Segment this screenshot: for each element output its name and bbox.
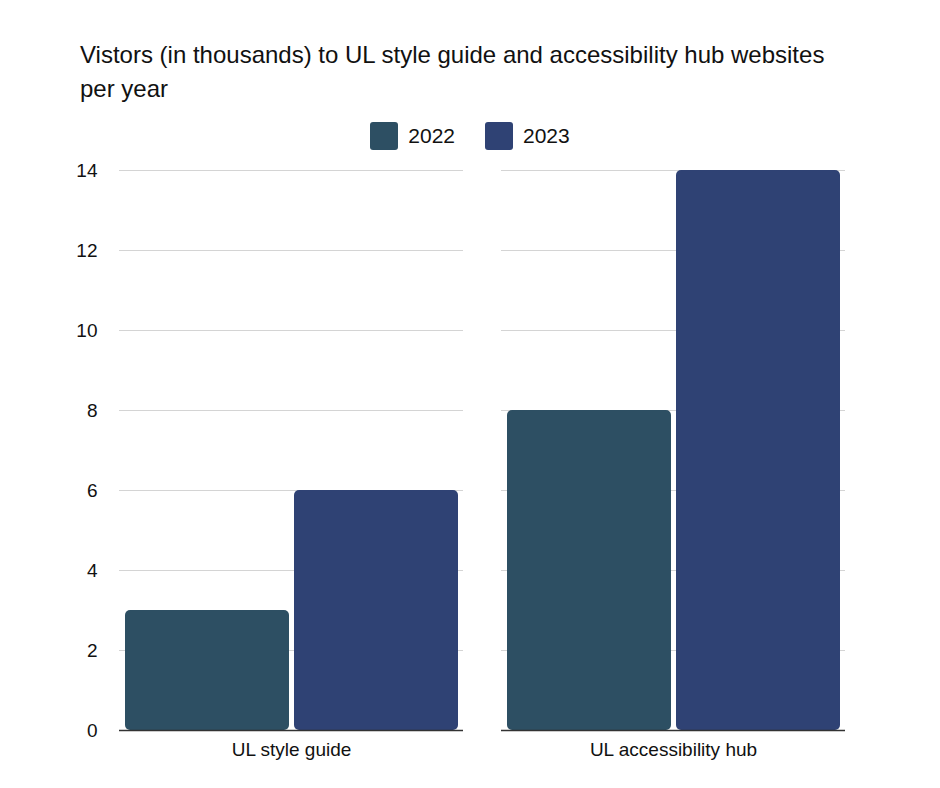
- html-text:Vistors (in thousands) to UL s: Vistors (in thousands) to UL style guide…: [80, 41, 825, 102]
- html-text:2022: 2022: [408, 124, 455, 147]
- svg-text:UL style guide: UL style guide: [232, 739, 352, 760]
- svg-text:12: 12: [76, 240, 97, 261]
- html-text:2023: 2023: [523, 124, 570, 147]
- svg-text:8: 8: [87, 400, 98, 421]
- svg-text:10: 10: [76, 320, 97, 341]
- svg-text:14: 14: [76, 160, 98, 181]
- svg-text:4: 4: [87, 560, 98, 581]
- svg-text:UL accessibility hub: UL accessibility hub: [590, 739, 757, 760]
- svg-text:2: 2: [87, 640, 98, 661]
- svg-text:6: 6: [87, 480, 98, 501]
- svg-text:0: 0: [87, 720, 98, 741]
